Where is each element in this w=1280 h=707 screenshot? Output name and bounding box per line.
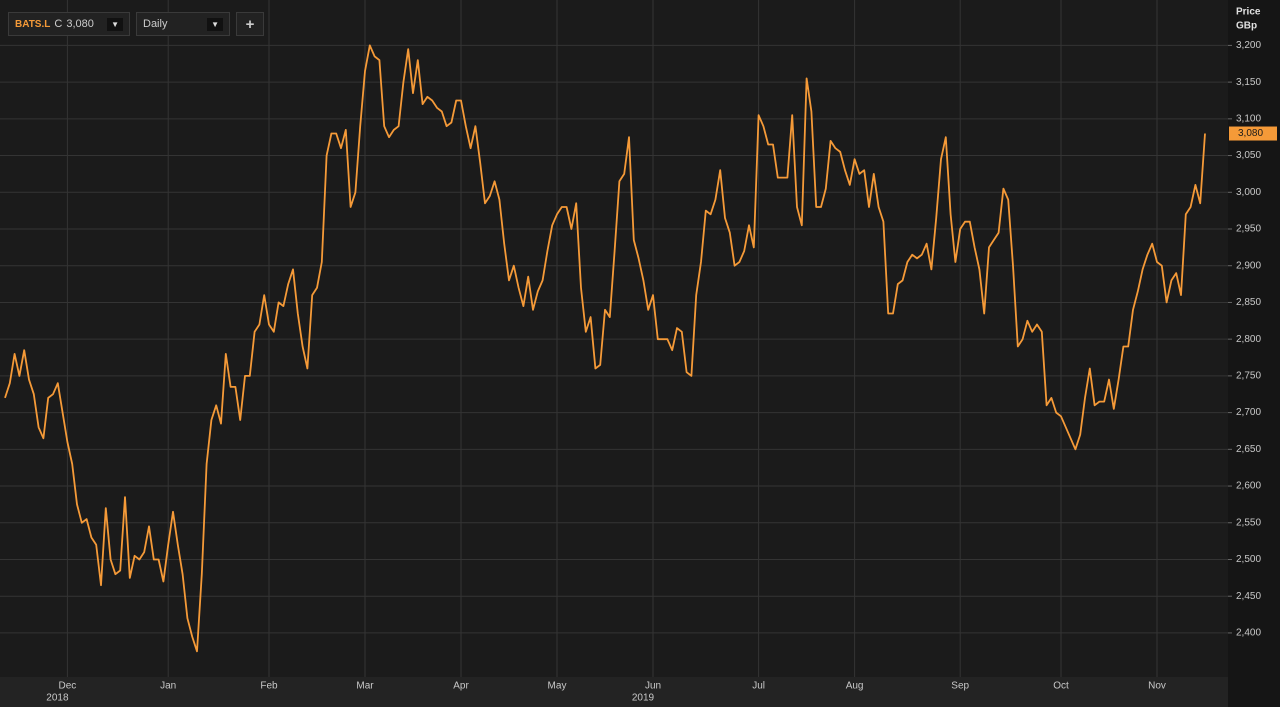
y-tick-label: 3,100 <box>1236 113 1261 124</box>
y-tick-label: 3,050 <box>1236 150 1261 161</box>
y-tick-label: 2,900 <box>1236 260 1261 271</box>
y-tick-label: 2,700 <box>1236 407 1261 418</box>
y-tick-label: 2,950 <box>1236 224 1261 235</box>
close-value: 3,080 <box>66 18 94 30</box>
x-tick-label: Mar <box>356 681 374 692</box>
y-tick-label: 2,650 <box>1236 444 1261 455</box>
price-line <box>4 44 1206 653</box>
x-tick-label: Sep <box>951 681 969 692</box>
x-tick-label: Dec <box>59 681 77 692</box>
x-axis-band <box>0 677 1228 707</box>
y-tick-label: 2,450 <box>1236 591 1261 602</box>
y-axis-band <box>1228 0 1280 707</box>
dropdown-arrow[interactable]: ▼ <box>207 17 223 31</box>
y-tick-label: 2,750 <box>1236 371 1261 382</box>
year-label: 2019 <box>632 693 655 704</box>
plot-background <box>0 0 1228 677</box>
close-prefix: C <box>54 18 63 30</box>
y-tick-label: 2,550 <box>1236 517 1261 528</box>
x-tick-label: Nov <box>1148 681 1166 692</box>
y-tick-label: 2,850 <box>1236 297 1261 308</box>
y-tick-label: 2,400 <box>1236 628 1261 639</box>
current-value-box <box>1229 126 1277 141</box>
year-label: 2018 <box>46 693 69 704</box>
add-button[interactable]: + <box>236 12 264 36</box>
y-tick-label: 2,800 <box>1236 334 1261 345</box>
y-tick-label: 2,500 <box>1236 554 1261 565</box>
interval-selector[interactable]: Daily ▼ <box>136 12 230 36</box>
y-tick-label: 2,600 <box>1236 481 1261 492</box>
add-icon: + <box>245 15 255 33</box>
symbol-selector[interactable]: BATS.L C 3,080 ▼ <box>8 12 130 36</box>
current-value-label: 3,080 <box>1238 128 1263 139</box>
axis-unit: GBp <box>1236 21 1257 32</box>
x-tick-label: Jan <box>160 681 176 692</box>
x-tick-label: May <box>548 681 567 692</box>
y-tick-label: 3,000 <box>1236 187 1261 198</box>
symbol: BATS.L <box>15 18 51 30</box>
y-tick-label: 3,150 <box>1236 77 1261 88</box>
x-tick-label: Jun <box>645 681 661 692</box>
x-tick-label: Jul <box>752 681 765 692</box>
y-tick-label: 3,200 <box>1236 40 1261 51</box>
dropdown-arrow[interactable]: ▼ <box>107 17 123 31</box>
x-tick-label: Apr <box>453 681 469 692</box>
x-tick-label: Aug <box>846 681 864 692</box>
marks <box>4 44 1206 653</box>
x-tick-label: Feb <box>260 681 278 692</box>
toolbar: BATS.L C 3,080 ▼ Daily ▼ + <box>8 12 264 36</box>
interval: Daily <box>143 18 168 30</box>
x-tick-label: Oct <box>1053 681 1069 692</box>
axis-title: Price <box>1236 7 1261 18</box>
